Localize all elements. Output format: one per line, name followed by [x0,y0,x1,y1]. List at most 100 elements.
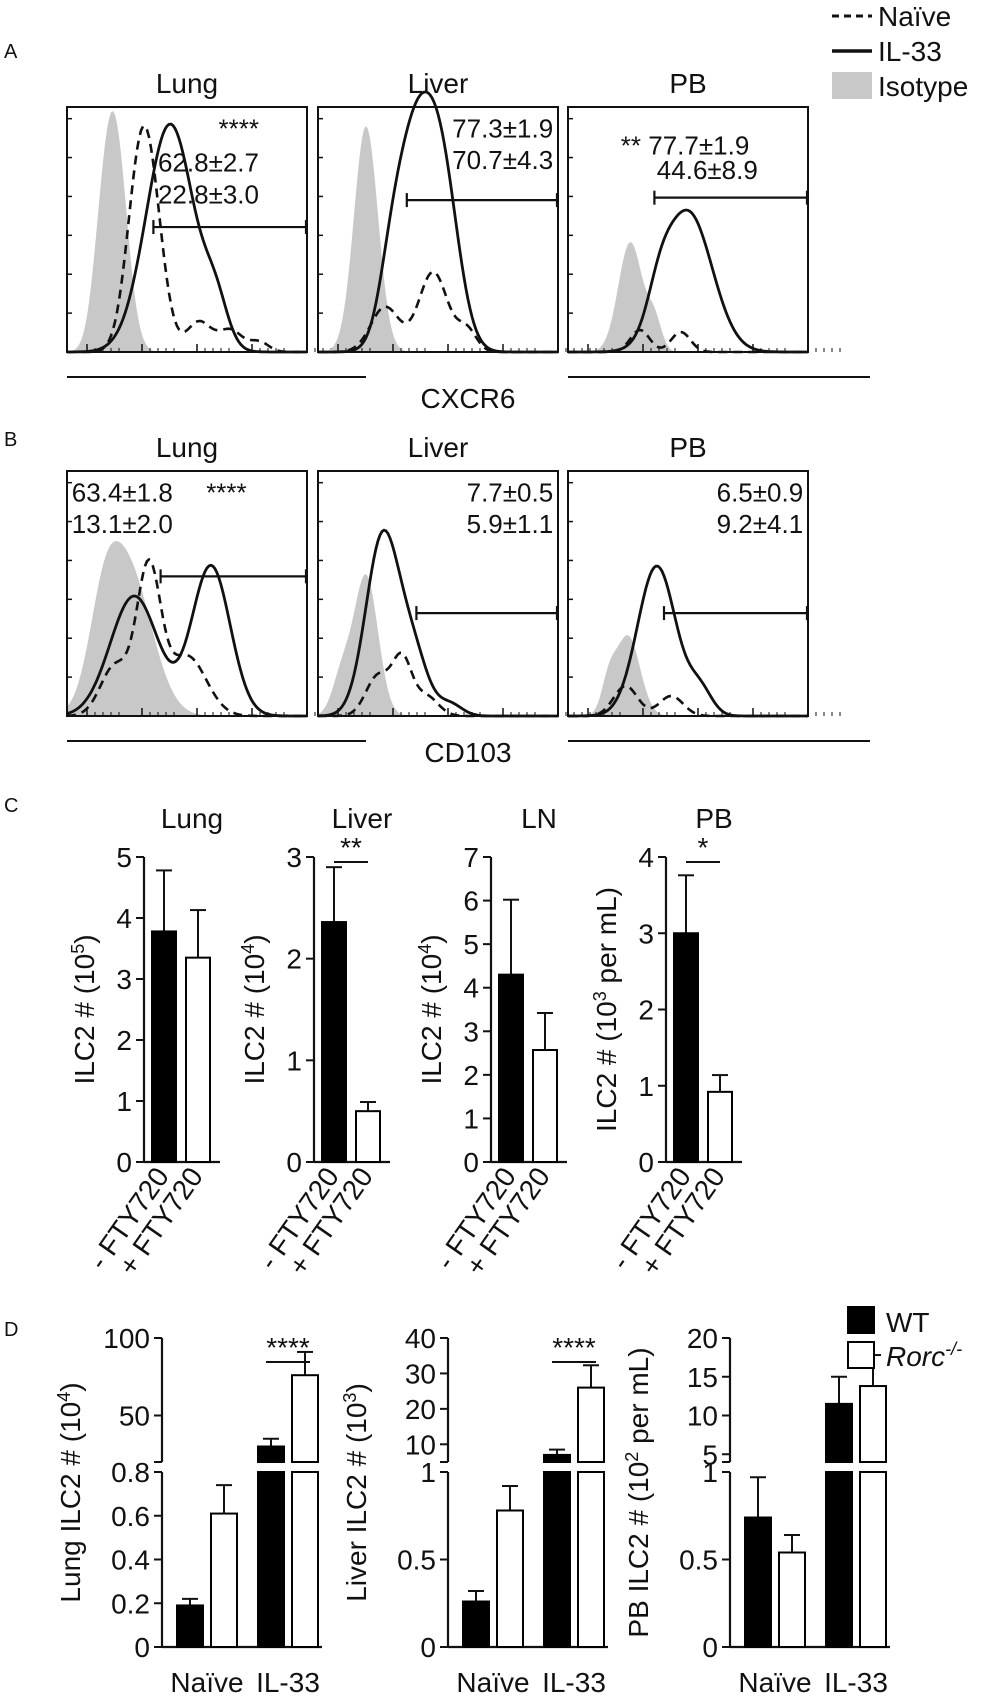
chart-title: Lung [161,803,223,834]
legend-rorc-text: Rorc [886,1341,945,1372]
isotype-histogram [318,574,558,716]
y-tick-label: 2 [463,1060,479,1091]
lower-y-tick-label: 1 [420,1457,436,1488]
legend-genotype: WT Rorc-/- [847,1306,962,1372]
bar [532,1049,558,1164]
histogram-title: PB [669,68,706,99]
upper-y-tick-label: 100 [103,1323,150,1354]
histogram-pb: PB ** 77.7±1.944.6±8.9 [567,68,841,354]
y-tick-label: 0 [286,1147,302,1178]
legend-rorc-superscript: -/- [945,1339,962,1359]
histogram-lung: Lung 63.4±1.813.1±2.0 **** [66,432,340,718]
upper-y-tick-label: 10 [405,1429,436,1460]
histogram-annotation: 9.2±4.1 [717,509,804,539]
y-tick-label: 6 [463,886,479,917]
upper-y-tick-label: 40 [405,1323,436,1354]
legend-wt-swatch [847,1306,875,1334]
legend-il33-label: IL-33 [878,36,942,67]
legend-wt-label: WT [886,1307,930,1338]
panel-a-histograms: Lung**** 62.8±2.722.8±3.0 Liver 77.3±1.970.… [66,68,870,414]
y-tick-label: 2 [638,995,654,1026]
histogram-frame [567,470,809,717]
bar [462,1600,490,1648]
y-tick-label: 1 [638,1071,654,1102]
legend-rorc-label: Rorc-/- [886,1339,962,1372]
y-axis-label-text: ILC2 # (10 [416,954,447,1085]
panel-b-histograms: Lung 63.4±1.813.1±2.0 **** Liver 7.7±0.55.9±… [66,432,870,768]
lower-y-tick-label: 0 [134,1632,150,1663]
histogram-liver: Liver 77.3±1.970.7±4.3 [317,68,591,354]
y-tick-label: 7 [463,842,479,873]
lower-y-tick-label: 0 [420,1632,436,1663]
bar [744,1516,772,1648]
bar [496,1509,524,1648]
lower-y-tick-label: 0.2 [111,1588,150,1619]
lower-y-tick-label: 0.4 [111,1545,150,1576]
histogram-annotation: **** [219,113,259,143]
y-axis-label: ILC2 # (104) [415,934,447,1084]
histogram-pb: PB 6.5±0.99.2±4.1 [567,432,841,718]
upper-y-tick-label: 10 [687,1401,718,1432]
bar [778,1551,806,1648]
upper-y-tick-label: 30 [405,1358,436,1389]
chart-title: Liver [332,803,393,834]
histogram-title: Lung [156,68,218,99]
naive-histogram [67,124,307,354]
bar [321,921,347,1163]
y-tick-label: 0 [463,1147,479,1178]
significance-marker: **** [552,1332,596,1363]
y-tick-label: 5 [116,842,132,873]
histogram-annotation: 6.5±0.9 [717,477,804,507]
bar-upper-segment [577,1386,605,1463]
y-axis-label-text: Liver ILC2 # (10 [341,1403,372,1602]
y-axis-label-exponent: 2 [622,1452,642,1462]
y-axis-label: ILC2 # (104) [238,934,270,1084]
il33-histogram [568,208,808,354]
bar [151,930,177,1163]
y-tick-label: 1 [286,1045,302,1076]
bar-lower-segment [543,1471,571,1648]
y-axis-label-text: ILC2 # (10 [239,954,270,1085]
y-tick-label: 3 [116,964,132,995]
panel-label-a: A [4,41,18,63]
y-tick-label: 2 [116,1025,132,1056]
y-tick-label: 2 [286,944,302,975]
histogram-frame [567,106,809,353]
bar-upper-segment [257,1445,285,1463]
y-axis-label-exponent: 4 [54,1392,74,1402]
histogram-frame [66,470,308,717]
y-axis-label: PB ILC2 # (102 per mL) [622,1347,654,1637]
bar [210,1512,238,1648]
bar-upper-segment [543,1453,571,1464]
y-axis-label-tail: per mL) [623,1347,654,1451]
x-category-label: IL-33 [542,1667,606,1698]
y-axis-label-tail: ) [239,934,270,943]
y-tick-label: 4 [463,973,479,1004]
isotype-histogram [568,242,808,352]
histogram-annotation: 44.6±8.9 [657,155,758,185]
histogram-annotation: 62.8±2.7 [158,148,259,178]
broken-axis-chart-3: 5 10 15 20 0 0.5 1 PB ILC2 # (102 per mL) Naïve I… [622,1323,890,1698]
y-axis-label-text: ILC2 # (10 [591,1001,622,1132]
upper-y-tick-label: 5 [702,1439,718,1470]
bar [498,973,524,1164]
x-category-label: Naïve [738,1667,811,1698]
lower-y-tick-label: 0.5 [679,1545,718,1576]
x-category-label: Naïve [170,1667,243,1698]
y-axis-label-tail: per mL) [591,887,622,991]
isotype-histogram [67,111,307,352]
histogram-liver: Liver 7.7±0.55.9±1.1 [317,432,591,718]
bar [707,1090,733,1163]
upper-y-tick-label: 50 [119,1401,150,1432]
y-tick-label: 0 [638,1147,654,1178]
histogram-annotation: 22.8±3.0 [158,180,259,210]
y-axis-label: ILC2 # (103 per mL) [590,887,622,1132]
lower-y-tick-label: 0.8 [111,1457,150,1488]
y-tick-label: 3 [638,918,654,949]
upper-y-tick-label: 20 [687,1323,718,1354]
y-axis-label-exponent: 4 [415,944,435,954]
y-tick-label: 5 [463,929,479,960]
